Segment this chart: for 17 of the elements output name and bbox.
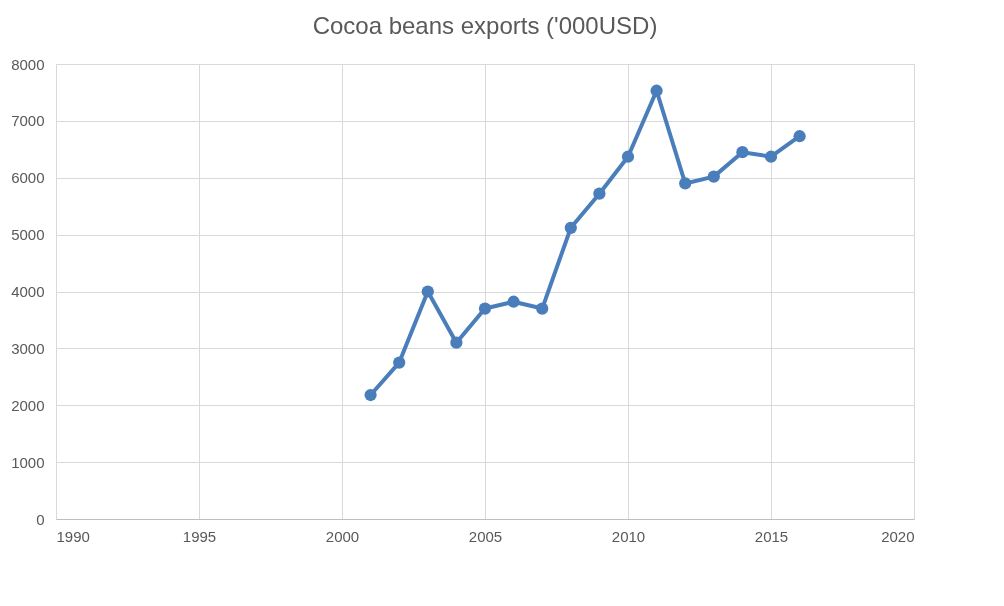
y-tick-label: 7000	[11, 112, 45, 130]
chart-title: Cocoa beans exports ('000USD)	[312, 12, 658, 39]
x-tick-label: 2000	[325, 527, 360, 545]
y-tick-label: 8000	[11, 55, 45, 73]
x-tick-label: 2020	[881, 527, 915, 545]
x-tick-label: 2015	[754, 527, 789, 545]
y-tick-label: 5000	[11, 226, 45, 244]
x-tick-label: 2005	[468, 527, 503, 545]
y-tick-label: 6000	[11, 169, 45, 187]
y-tick-label: 4000	[11, 283, 45, 300]
x-tick-label: 1995	[182, 527, 217, 545]
y-tick-label: 0	[36, 510, 45, 528]
x-tick-label: 2010	[611, 527, 646, 545]
y-tick-label: 1000	[11, 453, 45, 471]
x-tick-label: 1990	[56, 527, 90, 545]
y-tick-label: 3000	[11, 339, 45, 357]
y-tick-label: 2000	[11, 396, 45, 414]
